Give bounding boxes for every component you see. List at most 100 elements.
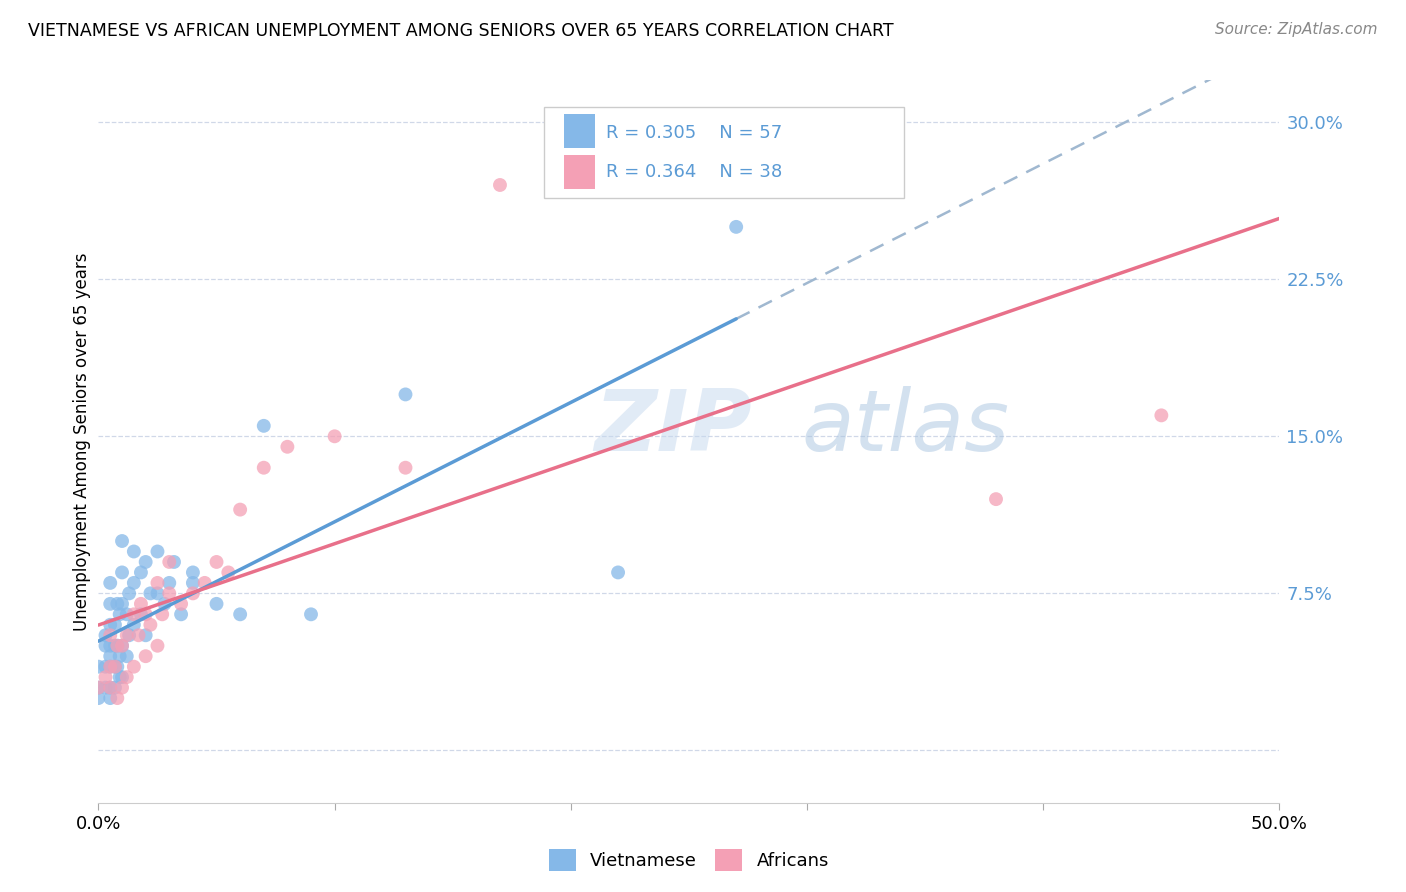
- Point: [104, 639, 127, 653]
- Point: [111, 639, 134, 653]
- Legend: Vietnamese, Africans: Vietnamese, Africans: [540, 840, 838, 880]
- Text: R = 0.305    N = 57: R = 0.305 N = 57: [606, 124, 783, 142]
- Point: [98, 659, 121, 673]
- Point: [122, 607, 145, 622]
- Point: [87, 681, 110, 695]
- Point: [163, 555, 186, 569]
- Point: [98, 659, 121, 673]
- Point: [118, 628, 141, 642]
- Point: [108, 607, 131, 622]
- Point: [139, 586, 162, 600]
- Point: [122, 575, 145, 590]
- Point: [217, 566, 239, 580]
- Point: [111, 566, 134, 580]
- Point: [122, 544, 145, 558]
- Point: [111, 681, 134, 695]
- Point: [253, 460, 276, 475]
- Point: [181, 575, 204, 590]
- Point: [1150, 409, 1173, 423]
- Point: [205, 597, 228, 611]
- Point: [115, 607, 138, 622]
- Point: [299, 607, 322, 622]
- Text: atlas: atlas: [801, 385, 1010, 468]
- Point: [146, 544, 169, 558]
- Point: [98, 617, 121, 632]
- Point: [157, 586, 180, 600]
- Text: VIETNAMESE VS AFRICAN UNEMPLOYMENT AMONG SENIORS OVER 65 YEARS CORRELATION CHART: VIETNAMESE VS AFRICAN UNEMPLOYMENT AMONG…: [28, 22, 894, 40]
- Point: [135, 628, 157, 642]
- Point: [394, 387, 416, 401]
- Point: [725, 219, 748, 234]
- Point: [129, 597, 152, 611]
- Point: [146, 575, 169, 590]
- Point: [115, 628, 138, 642]
- Point: [98, 597, 121, 611]
- Point: [108, 670, 131, 684]
- Point: [128, 628, 150, 642]
- Point: [150, 607, 173, 622]
- Point: [94, 659, 117, 673]
- Point: [111, 639, 134, 653]
- Point: [98, 681, 121, 695]
- Point: [104, 659, 127, 673]
- Point: [607, 566, 630, 580]
- Point: [105, 597, 128, 611]
- Point: [229, 502, 252, 516]
- Point: [118, 586, 141, 600]
- Point: [94, 639, 117, 653]
- Point: [135, 649, 157, 664]
- Point: [111, 670, 134, 684]
- Point: [94, 670, 117, 684]
- Point: [87, 659, 110, 673]
- Point: [194, 575, 217, 590]
- Text: Source: ZipAtlas.com: Source: ZipAtlas.com: [1215, 22, 1378, 37]
- Point: [153, 597, 176, 611]
- Point: [181, 586, 204, 600]
- Point: [98, 681, 121, 695]
- Point: [129, 607, 152, 622]
- Point: [181, 566, 204, 580]
- Point: [170, 607, 193, 622]
- Point: [122, 659, 145, 673]
- Point: [115, 670, 138, 684]
- Point: [98, 649, 121, 664]
- Y-axis label: Unemployment Among Seniors over 65 years: Unemployment Among Seniors over 65 years: [73, 252, 91, 631]
- Point: [111, 597, 134, 611]
- Point: [146, 639, 169, 653]
- Point: [108, 649, 131, 664]
- Point: [111, 534, 134, 549]
- Point: [129, 566, 152, 580]
- Text: R = 0.364    N = 38: R = 0.364 N = 38: [606, 163, 783, 181]
- Point: [98, 628, 121, 642]
- Point: [87, 691, 110, 706]
- Point: [146, 586, 169, 600]
- Point: [104, 681, 127, 695]
- Point: [394, 460, 416, 475]
- Point: [984, 492, 1007, 507]
- Point: [94, 681, 117, 695]
- Point: [94, 628, 117, 642]
- Point: [98, 691, 121, 706]
- Text: ZIP: ZIP: [595, 385, 752, 468]
- Point: [87, 681, 110, 695]
- Point: [323, 429, 346, 443]
- Point: [98, 575, 121, 590]
- Point: [560, 178, 582, 192]
- Point: [489, 178, 512, 192]
- Point: [104, 659, 127, 673]
- Point: [122, 617, 145, 632]
- Point: [98, 639, 121, 653]
- Point: [170, 597, 193, 611]
- Point: [115, 649, 138, 664]
- Point: [105, 639, 128, 653]
- Point: [105, 659, 128, 673]
- Point: [229, 607, 252, 622]
- Point: [139, 617, 162, 632]
- Point: [105, 691, 128, 706]
- Point: [135, 555, 157, 569]
- Point: [105, 639, 128, 653]
- Point: [135, 607, 157, 622]
- Point: [253, 418, 276, 433]
- Point: [205, 555, 228, 569]
- Point: [157, 555, 180, 569]
